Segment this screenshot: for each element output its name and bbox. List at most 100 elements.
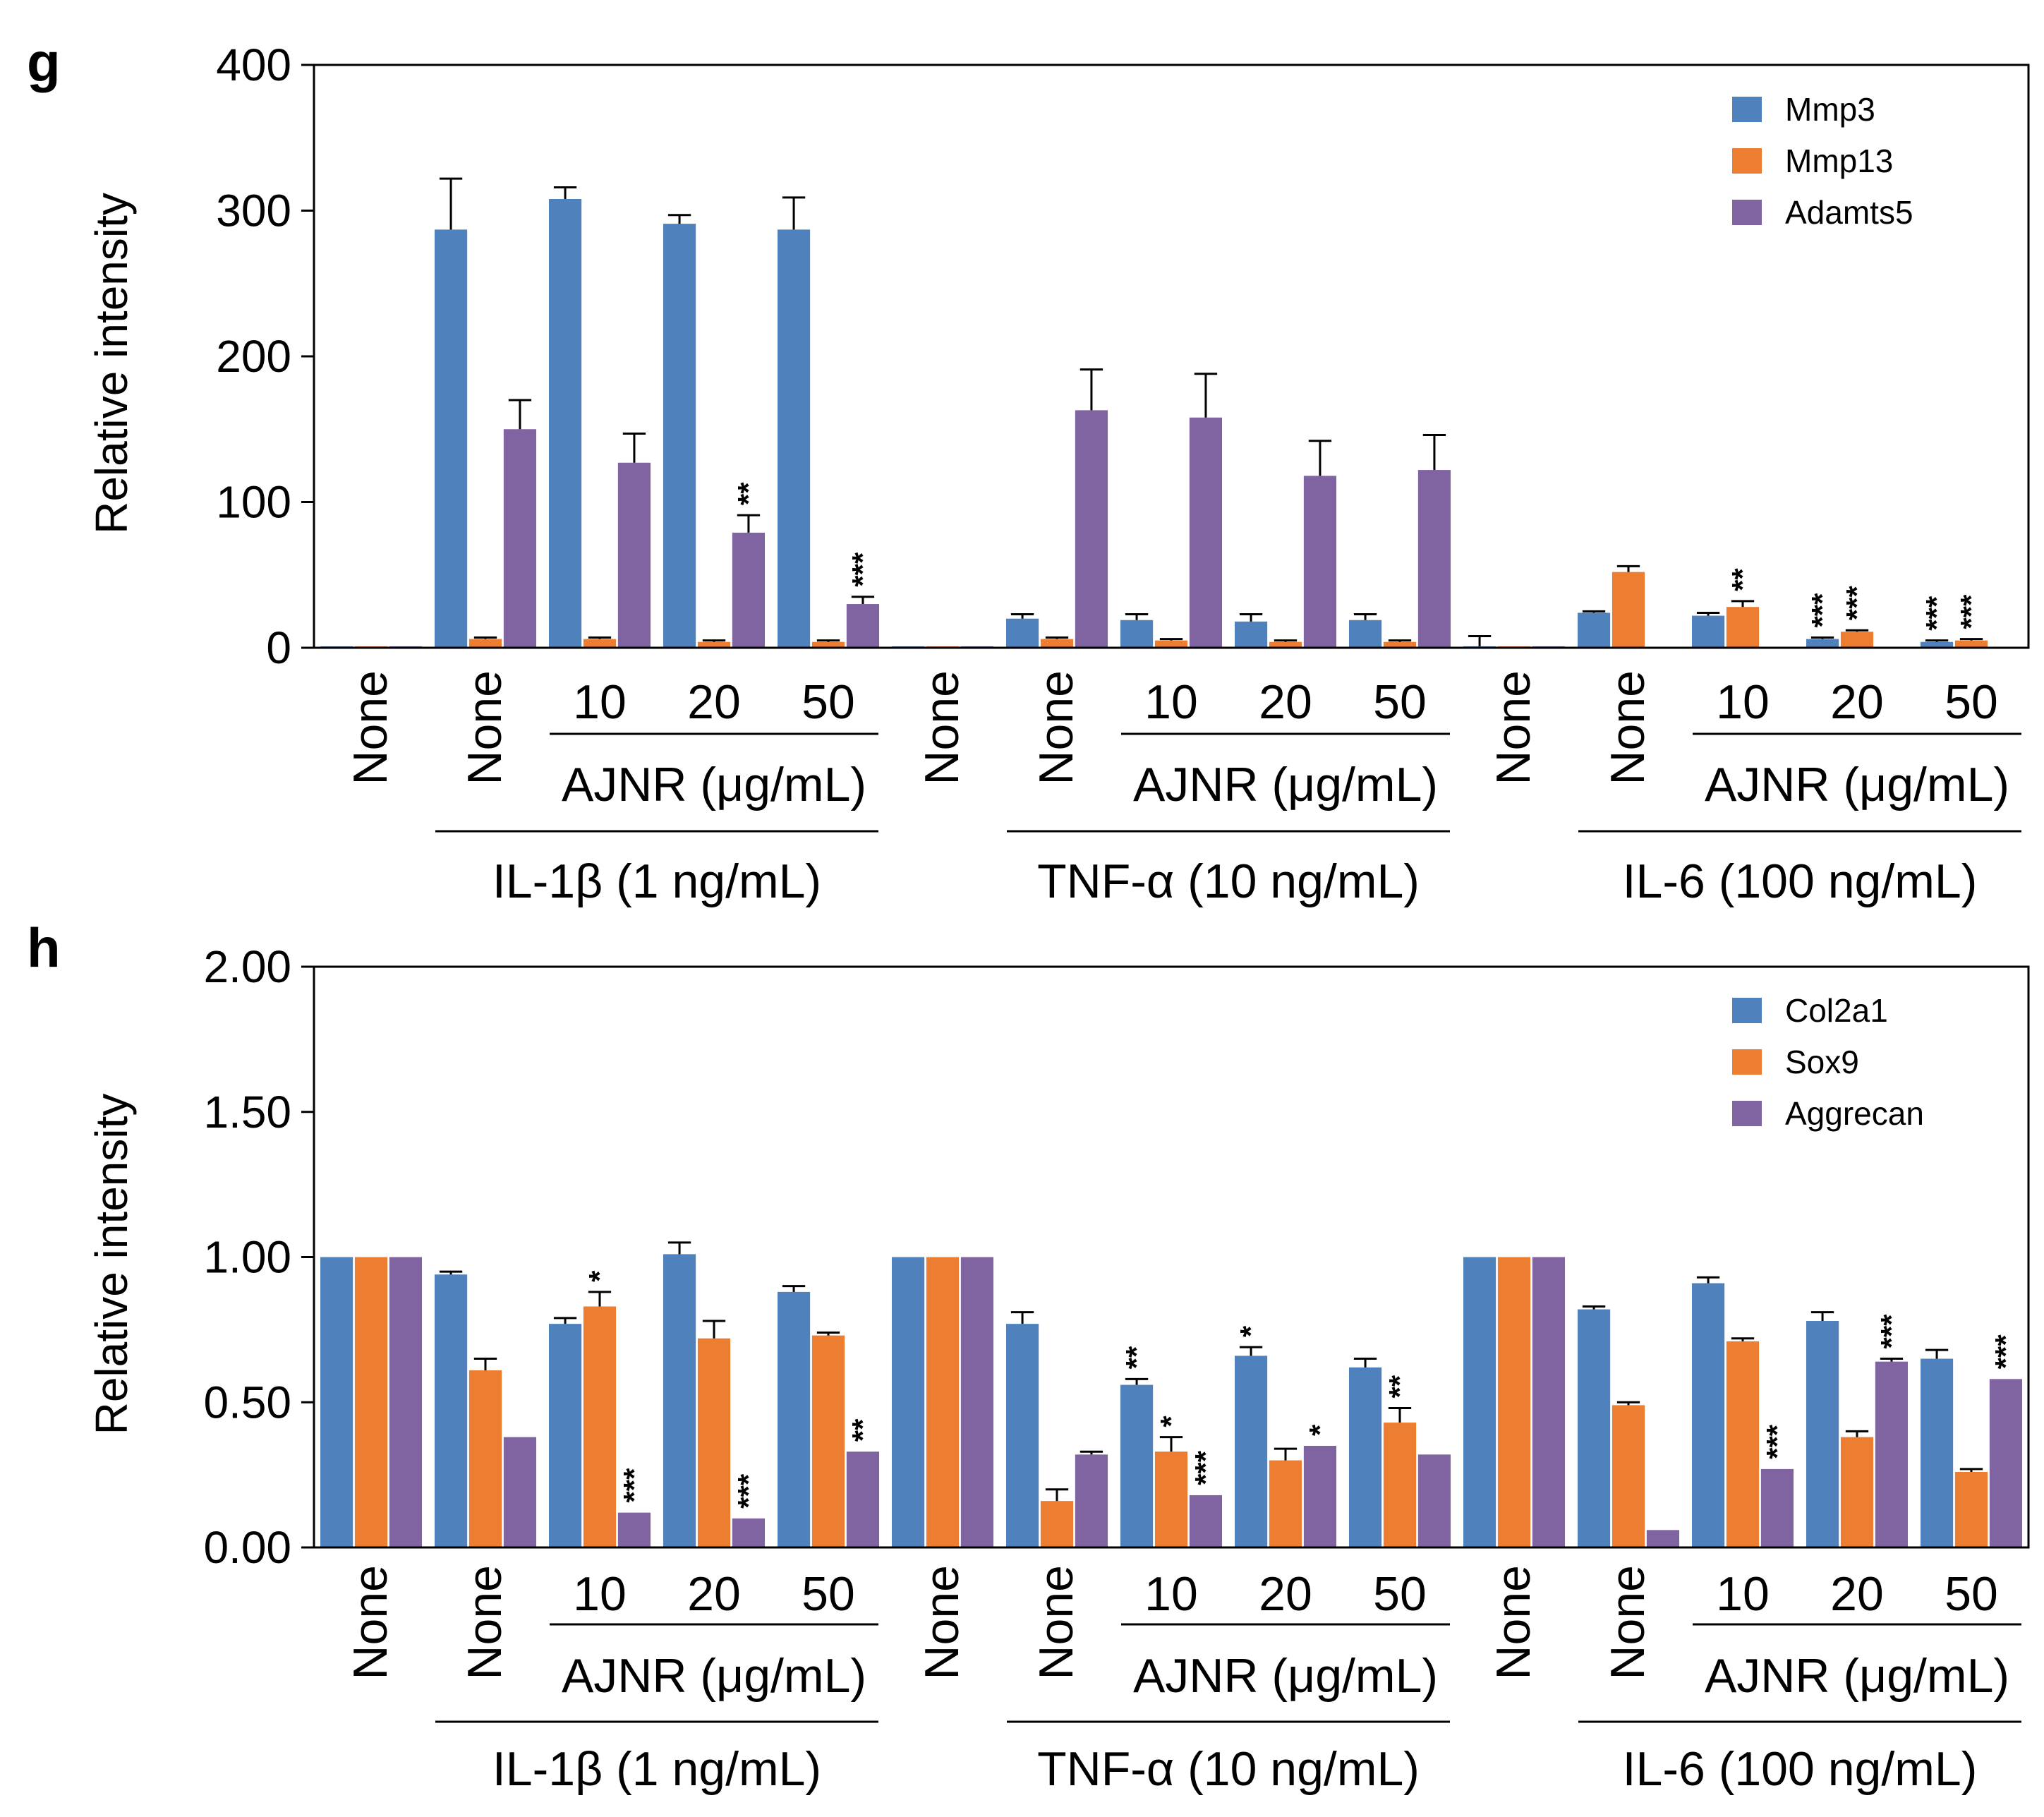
legend-label: Mmp13 bbox=[1785, 143, 1893, 179]
y-axis-label: Relative intensity bbox=[86, 1094, 137, 1435]
bar-adamts5 bbox=[846, 604, 880, 648]
bar-mmp3 bbox=[1234, 621, 1268, 648]
significance-mark: *** bbox=[1806, 593, 1839, 628]
bar-aggrecan bbox=[1989, 1379, 2023, 1547]
bar-aggrecan bbox=[389, 1257, 423, 1547]
y-tick-label: 0.50 bbox=[203, 1377, 291, 1427]
legend-label: Adamts5 bbox=[1785, 194, 1913, 231]
x-category-label: None bbox=[1029, 1565, 1083, 1680]
bar-aggrecan bbox=[1532, 1257, 1566, 1547]
y-tick-label: 0 bbox=[266, 622, 291, 673]
bar-col2a1 bbox=[1234, 1356, 1268, 1547]
bar-mmp13 bbox=[1383, 641, 1417, 648]
bar-col2a1 bbox=[1120, 1384, 1154, 1547]
bar-aggrecan bbox=[732, 1518, 766, 1547]
significance-mark: ** bbox=[1726, 568, 1759, 591]
bar-col2a1 bbox=[663, 1254, 696, 1547]
y-tick-label: 100 bbox=[216, 477, 291, 528]
bar-mmp3 bbox=[434, 229, 468, 648]
x-category-label: None bbox=[458, 670, 512, 785]
group-label: TNF-α (10 ng/mL) bbox=[1037, 1742, 1420, 1796]
x-category-label: None bbox=[1029, 670, 1083, 785]
y-tick-label: 0.00 bbox=[203, 1522, 291, 1573]
bar-mmp3 bbox=[1120, 620, 1154, 648]
bar-col2a1 bbox=[1691, 1283, 1725, 1547]
legend-swatch-col2a1 bbox=[1732, 998, 1762, 1023]
x-category-label: 50 bbox=[802, 1567, 855, 1621]
bar-sox9 bbox=[1954, 1472, 1988, 1547]
significance-mark: *** bbox=[1989, 1334, 2022, 1370]
significance-mark: * bbox=[1303, 1424, 1336, 1436]
significance-mark: *** bbox=[1760, 1424, 1794, 1459]
bar-col2a1 bbox=[891, 1257, 925, 1547]
bar-mmp13 bbox=[1269, 641, 1302, 648]
x-category-label: 20 bbox=[687, 675, 741, 729]
bar-col2a1 bbox=[1005, 1324, 1039, 1547]
ajnr-label: AJNR (μg/mL) bbox=[1705, 1649, 2009, 1703]
bar-sox9 bbox=[583, 1306, 617, 1547]
x-category-label: None bbox=[915, 670, 969, 785]
ajnr-label: AJNR (μg/mL) bbox=[1705, 758, 2009, 811]
bar-mmp13 bbox=[1154, 640, 1188, 648]
bar-mmp3 bbox=[548, 198, 582, 648]
bar-adamts5 bbox=[617, 462, 651, 648]
x-category-label: None bbox=[344, 670, 397, 785]
bar-sox9 bbox=[1611, 1405, 1645, 1547]
bar-mmp13 bbox=[1611, 572, 1645, 648]
bar-sox9 bbox=[1040, 1501, 1074, 1547]
bar-aggrecan bbox=[1760, 1468, 1794, 1547]
x-category-label: 10 bbox=[573, 675, 627, 729]
group-label: IL-1β (1 ng/mL) bbox=[492, 1742, 821, 1796]
bar-mmp3 bbox=[663, 224, 696, 648]
bar-sox9 bbox=[1269, 1460, 1302, 1547]
bar-mmp3 bbox=[777, 229, 811, 648]
significance-mark: ** bbox=[846, 1418, 879, 1442]
bar-col2a1 bbox=[1920, 1358, 1954, 1547]
bar-adamts5 bbox=[503, 429, 537, 648]
x-category-label: 10 bbox=[1716, 1567, 1770, 1621]
significance-mark: * bbox=[1234, 1325, 1267, 1337]
y-tick-label: 2.00 bbox=[203, 941, 291, 992]
x-category-label: 50 bbox=[1373, 675, 1427, 729]
bar-adamts5 bbox=[1189, 417, 1223, 648]
x-category-label: 20 bbox=[1830, 675, 1884, 729]
significance-mark: ** bbox=[1383, 1375, 1416, 1398]
bar-adamts5 bbox=[1075, 410, 1108, 648]
bar-aggrecan bbox=[960, 1257, 994, 1547]
bar-mmp13 bbox=[1040, 639, 1074, 648]
x-category-label: None bbox=[1601, 1565, 1655, 1680]
x-category-label: 20 bbox=[1259, 675, 1312, 729]
bar-mmp3 bbox=[1691, 615, 1725, 648]
bar-aggrecan bbox=[1417, 1454, 1451, 1547]
x-category-label: 10 bbox=[1144, 675, 1198, 729]
bar-sox9 bbox=[1726, 1341, 1760, 1547]
x-category-label: 20 bbox=[687, 1567, 741, 1621]
bar-col2a1 bbox=[434, 1274, 468, 1547]
bar-aggrecan bbox=[503, 1437, 537, 1547]
significance-mark: ** bbox=[1120, 1346, 1153, 1369]
x-category-label: None bbox=[1487, 1565, 1540, 1680]
bar-aggrecan bbox=[617, 1512, 651, 1547]
significance-mark: *** bbox=[846, 552, 879, 587]
bar-sox9 bbox=[926, 1257, 960, 1547]
bar-mmp3 bbox=[1577, 612, 1611, 648]
bar-aggrecan bbox=[1189, 1495, 1223, 1547]
bar-mmp13 bbox=[811, 641, 845, 648]
bar-col2a1 bbox=[1463, 1257, 1496, 1547]
bar-col2a1 bbox=[548, 1324, 582, 1547]
significance-mark: * bbox=[583, 1270, 616, 1282]
bar-mmp3 bbox=[1348, 620, 1382, 648]
bar-aggrecan bbox=[1646, 1530, 1680, 1547]
x-category-label: None bbox=[344, 1565, 397, 1680]
x-category-label: 50 bbox=[1945, 675, 1998, 729]
bar-aggrecan bbox=[1303, 1445, 1337, 1547]
plot-frame bbox=[313, 965, 2030, 1549]
ajnr-label: AJNR (μg/mL) bbox=[562, 758, 866, 811]
bar-sox9 bbox=[354, 1257, 388, 1547]
x-category-label: None bbox=[1601, 670, 1655, 785]
legend-swatch-mmp3 bbox=[1732, 97, 1762, 122]
y-tick-label: 1.00 bbox=[203, 1232, 291, 1283]
y-axis-label: Relative intensity bbox=[86, 193, 137, 534]
bar-mmp13 bbox=[1954, 640, 1988, 648]
